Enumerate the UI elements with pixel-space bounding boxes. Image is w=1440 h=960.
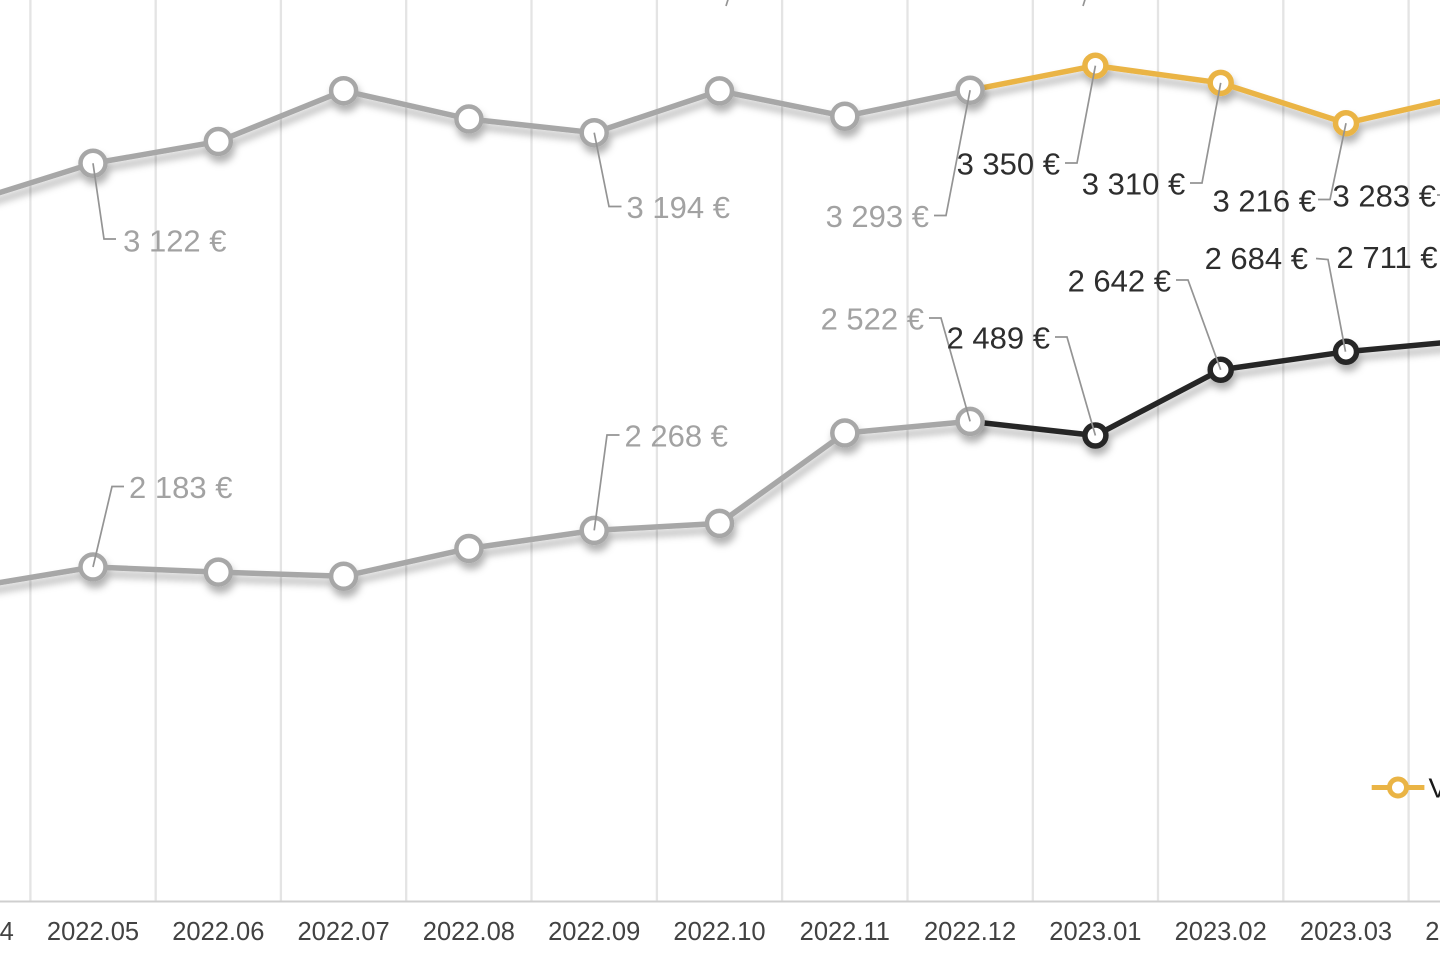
- svg-text:2 684 €: 2 684 €: [1205, 241, 1308, 276]
- svg-text:2022.06: 2022.06: [172, 918, 264, 946]
- svg-text:3 216 €: 3 216 €: [1213, 183, 1316, 218]
- svg-text:2022.07: 2022.07: [298, 918, 390, 946]
- svg-text:2022.09: 2022.09: [548, 918, 640, 946]
- svg-text:3 194 €: 3 194 €: [627, 190, 730, 225]
- svg-text:2 489 €: 2 489 €: [947, 320, 1050, 355]
- svg-text:2 183 €: 2 183 €: [129, 470, 232, 505]
- svg-text:3 310 €: 3 310 €: [1082, 167, 1185, 202]
- svg-text:2 642 €: 2 642 €: [1068, 263, 1171, 298]
- svg-text:2022.10: 2022.10: [673, 918, 765, 946]
- svg-text:2023.02: 2023.02: [1175, 918, 1267, 946]
- svg-text:2 711 €: 2 711 €: [1337, 240, 1438, 275]
- svg-text:3 293 €: 3 293 €: [826, 199, 929, 234]
- svg-text:2023.03: 2023.03: [1300, 918, 1392, 946]
- svg-text:3 283 €: 3 283 €: [1333, 178, 1436, 213]
- svg-text:2022.05: 2022.05: [47, 918, 139, 946]
- svg-text:Vidutinė kaina: Vidutinė kaina: [1429, 772, 1440, 803]
- svg-text:2 268 €: 2 268 €: [625, 419, 728, 454]
- svg-text:2022.04: 2022.04: [0, 918, 14, 946]
- svg-text:3 350 €: 3 350 €: [957, 146, 1060, 181]
- svg-text:2023.04: 2023.04: [1425, 918, 1440, 946]
- svg-text:3 122 €: 3 122 €: [123, 224, 226, 259]
- svg-text:2022.11: 2022.11: [800, 918, 890, 946]
- svg-text:2022.08: 2022.08: [423, 918, 515, 946]
- svg-text:2023.01: 2023.01: [1049, 918, 1141, 946]
- svg-text:2 522 €: 2 522 €: [821, 301, 924, 336]
- svg-text:2022.12: 2022.12: [924, 918, 1016, 946]
